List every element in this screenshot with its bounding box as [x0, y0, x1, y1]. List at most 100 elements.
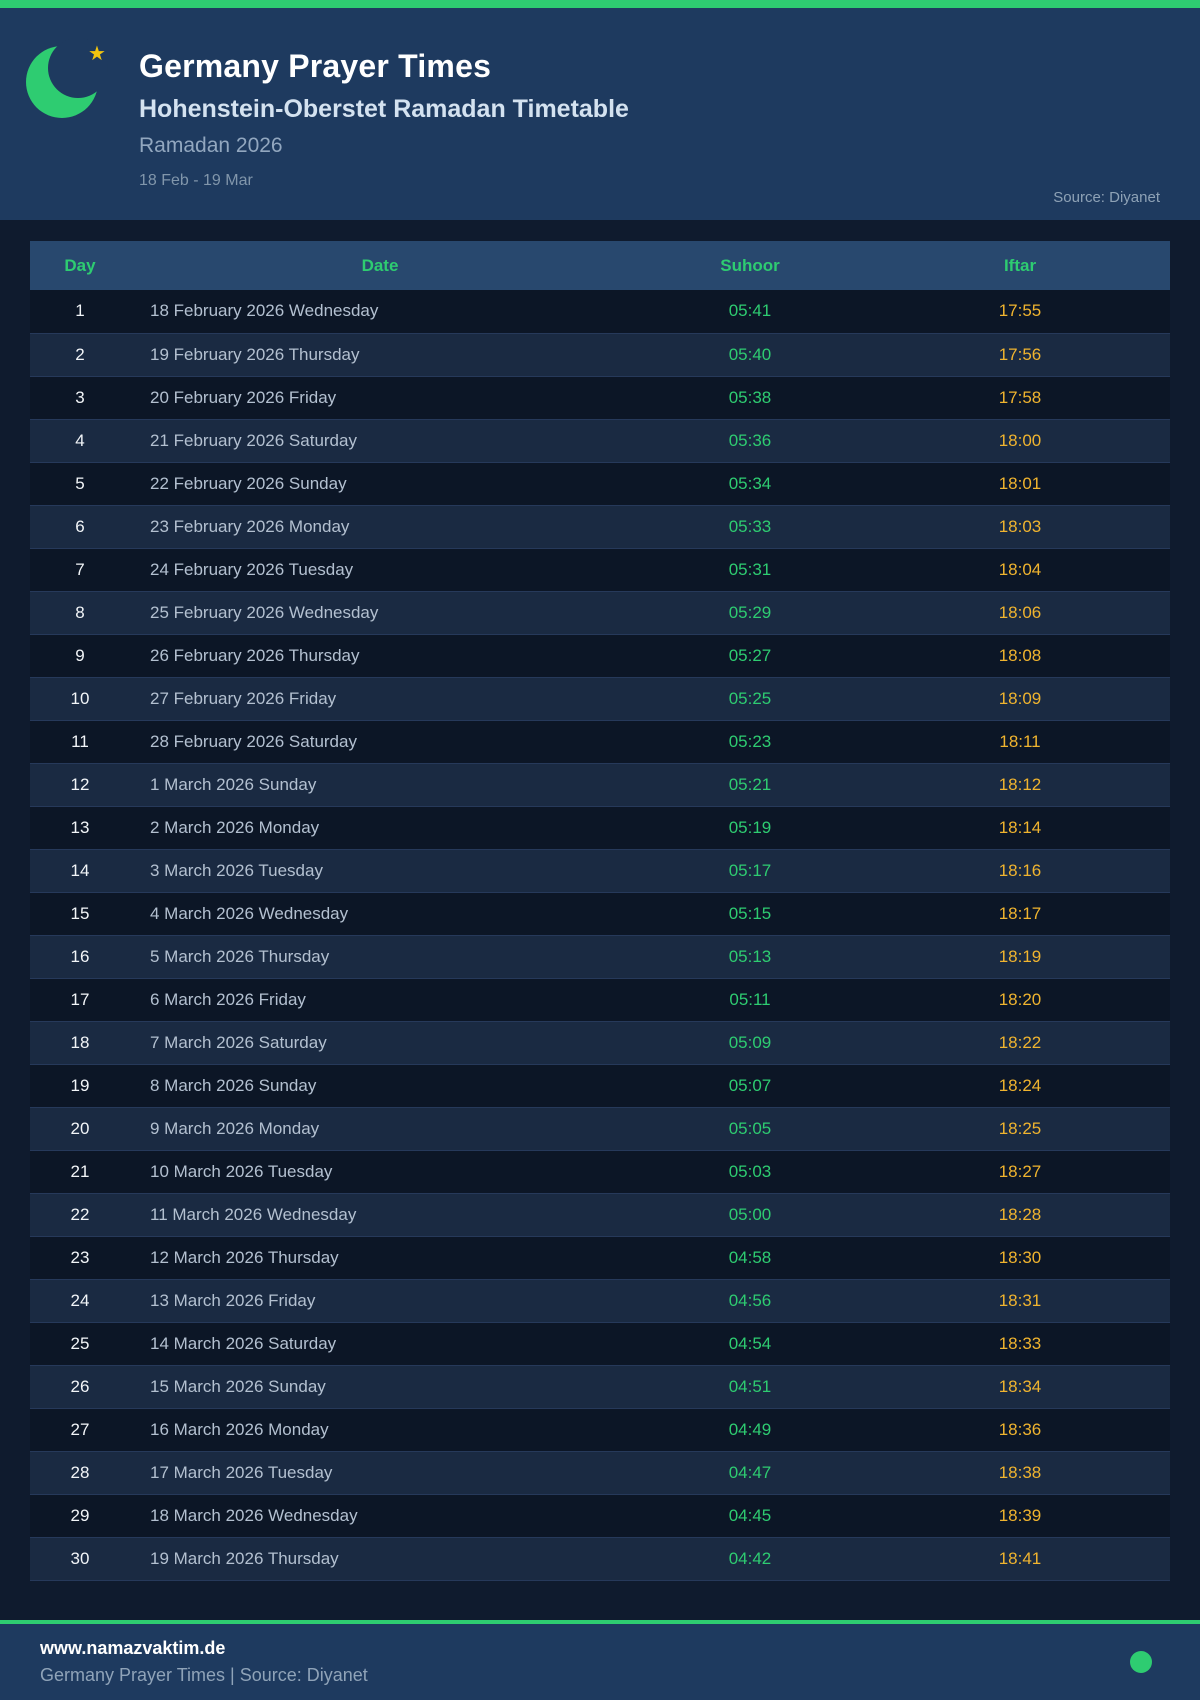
day-cell: 14	[30, 848, 130, 893]
day-cell: 15	[70, 903, 90, 923]
date-cell: 7 March 2026 Saturday	[130, 1020, 630, 1065]
day-cell: 29	[70, 1505, 90, 1525]
table-row: 13 2 March 2026 Monday 05:19 18:14	[30, 806, 1170, 849]
table-row: 5 22 February 2026 Sunday 05:34 18:01	[30, 462, 1170, 505]
table-row: 19 8 March 2026 Sunday 05:07 18:24	[30, 1064, 1170, 1107]
day-cell: 16	[30, 934, 130, 979]
suhoor-cell: 04:45	[728, 1505, 772, 1525]
day-cell: 4	[30, 418, 130, 463]
suhoor-cell: 05:40	[630, 332, 870, 377]
suhoor-cell: 04:49	[728, 1419, 772, 1439]
table-row: 24 13 March 2026 Friday 04:56 18:31	[30, 1278, 1170, 1323]
date-cell: 21 February 2026 Saturday	[130, 418, 630, 463]
column-header-suhoor: Suhoor	[630, 241, 870, 290]
table-row: 14 3 March 2026 Tuesday 05:17 18:16	[30, 848, 1170, 893]
suhoor-cell: 05:17	[630, 848, 870, 893]
date-cell: 24 February 2026 Tuesday	[150, 559, 354, 579]
iftar-cell: 18:19	[870, 934, 1170, 979]
iftar-cell: 18:25	[870, 1106, 1170, 1151]
day-cell: 5	[75, 473, 85, 493]
day-cell: 18	[30, 1020, 130, 1065]
table-row: 10 27 February 2026 Friday 05:25 18:09	[30, 676, 1170, 721]
day-cell: 3	[75, 387, 85, 407]
date-cell: 26 February 2026 Thursday	[150, 645, 360, 665]
page-footer: www.namazvaktim.de Germany Prayer Times …	[0, 1624, 1200, 1700]
day-cell: 10	[30, 676, 130, 721]
iftar-cell: 18:31	[870, 1278, 1170, 1323]
date-cell: 17 March 2026 Tuesday	[130, 1450, 630, 1495]
suhoor-cell: 04:47	[630, 1450, 870, 1495]
iftar-cell: 18:39	[998, 1505, 1042, 1525]
table-row: 17 6 March 2026 Friday 05:11 18:20	[30, 978, 1170, 1021]
main-content: Day Date Suhoor Iftar 1 18 February 2026…	[0, 220, 1200, 1620]
table-row: 9 26 February 2026 Thursday 05:27 18:08	[30, 634, 1170, 677]
page-header: ★ Germany Prayer Times Hohenstein-Oberst…	[0, 8, 1200, 220]
suhoor-cell: 05:21	[630, 762, 870, 807]
date-cell: 3 March 2026 Tuesday	[130, 848, 630, 893]
column-header-day: Day	[30, 241, 130, 290]
table-row: 7 24 February 2026 Tuesday 05:31 18:04	[30, 548, 1170, 591]
header-titles: Germany Prayer Times Hohenstein-Oberstet…	[0, 8, 1200, 190]
iftar-cell: 17:58	[998, 387, 1042, 407]
day-cell: 9	[75, 645, 85, 665]
iftar-cell: 18:34	[870, 1364, 1170, 1409]
iftar-cell: 18:04	[998, 559, 1042, 579]
suhoor-cell: 05:34	[728, 473, 772, 493]
date-cell: 9 March 2026 Monday	[130, 1106, 630, 1151]
header-row: Day Date Suhoor Iftar	[30, 241, 1170, 290]
date-cell: 10 March 2026 Tuesday	[150, 1161, 333, 1181]
table-row: 15 4 March 2026 Wednesday 05:15 18:17	[30, 892, 1170, 935]
suhoor-cell: 04:42	[630, 1536, 870, 1581]
iftar-cell: 18:03	[870, 504, 1170, 549]
day-cell: 7	[75, 559, 85, 579]
suhoor-cell: 05:00	[630, 1192, 870, 1237]
date-cell: 15 March 2026 Sunday	[130, 1364, 630, 1409]
day-cell: 8	[30, 590, 130, 635]
table-row: 1 18 February 2026 Wednesday 05:41 17:55	[30, 290, 1170, 333]
suhoor-cell: 05:13	[630, 934, 870, 979]
table-row: 20 9 March 2026 Monday 05:05 18:25	[30, 1106, 1170, 1151]
table-row: 30 19 March 2026 Thursday 04:42 18:41	[30, 1536, 1170, 1581]
date-range-label: 18 Feb - 19 Mar	[139, 172, 253, 189]
day-cell: 12	[30, 762, 130, 807]
suhoor-cell: 05:03	[728, 1161, 772, 1181]
suhoor-cell: 05:33	[630, 504, 870, 549]
iftar-cell: 18:01	[998, 473, 1042, 493]
timetable-header: Day Date Suhoor Iftar	[30, 241, 1170, 290]
date-cell: 8 March 2026 Sunday	[150, 1075, 317, 1095]
date-cell: 14 March 2026 Saturday	[150, 1333, 337, 1353]
iftar-cell: 18:22	[870, 1020, 1170, 1065]
table-row: 28 17 March 2026 Tuesday 04:47 18:38	[30, 1450, 1170, 1495]
top-accent-bar	[0, 0, 1200, 8]
green-dot-icon	[1130, 1651, 1152, 1673]
day-cell: 22	[30, 1192, 130, 1237]
suhoor-cell: 05:05	[630, 1106, 870, 1151]
footer-tagline: Germany Prayer Times | Source: Diyanet	[40, 1665, 368, 1685]
iftar-cell: 18:09	[870, 676, 1170, 721]
table-row: 11 28 February 2026 Saturday 05:23 18:11	[30, 720, 1170, 763]
table-row: 3 20 February 2026 Friday 05:38 17:58	[30, 376, 1170, 419]
table-row: 12 1 March 2026 Sunday 05:21 18:12	[30, 762, 1170, 807]
table-row: 23 12 March 2026 Thursday 04:58 18:30	[30, 1236, 1170, 1279]
site-url-link[interactable]: www.namazvaktim.de	[40, 1638, 226, 1658]
column-header-iftar: Iftar	[870, 241, 1170, 290]
suhoor-cell: 05:27	[728, 645, 772, 665]
footer-accent-line	[0, 1620, 1200, 1624]
date-cell: 23 February 2026 Monday	[130, 504, 630, 549]
table-row: 27 16 March 2026 Monday 04:49 18:36	[30, 1408, 1170, 1451]
suhoor-cell: 05:41	[728, 301, 772, 321]
suhoor-cell: 04:58	[728, 1247, 772, 1267]
date-cell: 22 February 2026 Sunday	[150, 473, 347, 493]
iftar-cell: 18:06	[870, 590, 1170, 635]
page-subtitle: Hohenstein-Oberstet Ramadan Timetable	[139, 95, 629, 123]
date-cell: 2 March 2026 Monday	[150, 817, 320, 837]
date-cell: 27 February 2026 Friday	[130, 676, 630, 721]
date-cell: 16 March 2026 Monday	[150, 1419, 329, 1439]
table-row: 4 21 February 2026 Saturday 05:36 18:00	[30, 418, 1170, 463]
date-cell: 1 March 2026 Sunday	[130, 762, 630, 807]
table-row: 6 23 February 2026 Monday 05:33 18:03	[30, 504, 1170, 549]
iftar-cell: 18:14	[998, 817, 1042, 837]
iftar-cell: 17:56	[870, 332, 1170, 377]
suhoor-cell: 05:07	[728, 1075, 772, 1095]
iftar-cell: 18:36	[998, 1419, 1042, 1439]
